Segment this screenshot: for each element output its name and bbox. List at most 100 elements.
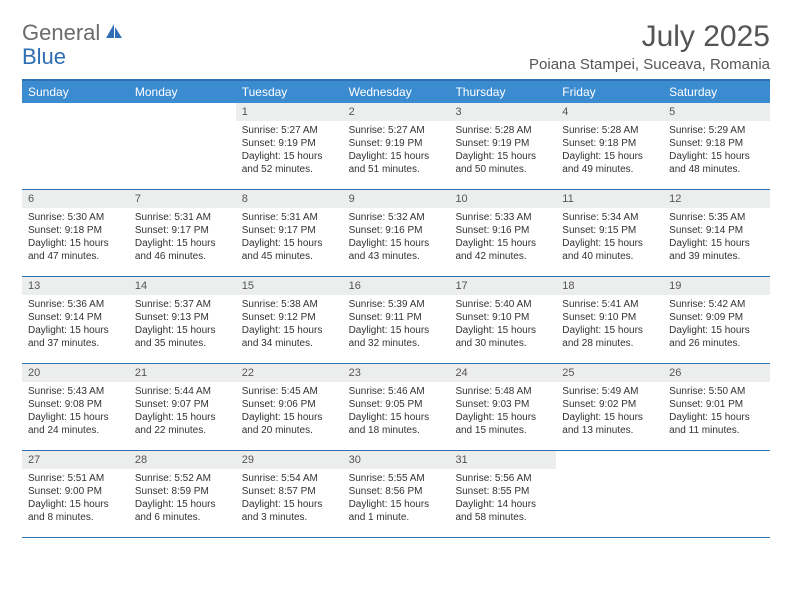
sunrise-text: Sunrise: 5:28 AM [562,124,657,137]
day-cell: 14Sunrise: 5:37 AMSunset: 9:13 PMDayligh… [129,277,236,363]
day-cell: 4Sunrise: 5:28 AMSunset: 9:18 PMDaylight… [556,103,663,189]
daylight-text: Daylight: 15 hours and 32 minutes. [349,324,444,350]
weekday-tuesday: Tuesday [236,81,343,103]
month-title: July 2025 [529,20,770,54]
daylight-text: Daylight: 15 hours and 22 minutes. [135,411,230,437]
sunrise-text: Sunrise: 5:43 AM [28,385,123,398]
daylight-text: Daylight: 15 hours and 42 minutes. [455,237,550,263]
sunrise-text: Sunrise: 5:41 AM [562,298,657,311]
week-row: 27Sunrise: 5:51 AMSunset: 9:00 PMDayligh… [22,451,770,538]
day-cell [129,103,236,189]
sunrise-text: Sunrise: 5:37 AM [135,298,230,311]
day-number: 22 [236,364,343,382]
day-cell: 23Sunrise: 5:46 AMSunset: 9:05 PMDayligh… [343,364,450,450]
day-cell: 12Sunrise: 5:35 AMSunset: 9:14 PMDayligh… [663,190,770,276]
daylight-text: Daylight: 15 hours and 11 minutes. [669,411,764,437]
sunrise-text: Sunrise: 5:56 AM [455,472,550,485]
daylight-text: Daylight: 15 hours and 8 minutes. [28,498,123,524]
day-number [22,103,129,107]
title-block: July 2025 Poiana Stampei, Suceava, Roman… [529,20,770,73]
sunset-text: Sunset: 9:01 PM [669,398,764,411]
daylight-text: Daylight: 15 hours and 20 minutes. [242,411,337,437]
day-cell [663,451,770,537]
day-cell: 19Sunrise: 5:42 AMSunset: 9:09 PMDayligh… [663,277,770,363]
day-number: 26 [663,364,770,382]
sunrise-text: Sunrise: 5:34 AM [562,211,657,224]
daylight-text: Daylight: 15 hours and 28 minutes. [562,324,657,350]
daylight-text: Daylight: 15 hours and 49 minutes. [562,150,657,176]
daylight-text: Daylight: 15 hours and 45 minutes. [242,237,337,263]
day-content: Sunrise: 5:31 AMSunset: 9:17 PMDaylight:… [129,208,236,269]
sunset-text: Sunset: 9:19 PM [349,137,444,150]
day-cell: 22Sunrise: 5:45 AMSunset: 9:06 PMDayligh… [236,364,343,450]
day-cell: 15Sunrise: 5:38 AMSunset: 9:12 PMDayligh… [236,277,343,363]
sunset-text: Sunset: 9:06 PM [242,398,337,411]
day-cell [22,103,129,189]
day-content: Sunrise: 5:46 AMSunset: 9:05 PMDaylight:… [343,382,450,443]
sunset-text: Sunset: 9:10 PM [455,311,550,324]
day-content: Sunrise: 5:55 AMSunset: 8:56 PMDaylight:… [343,469,450,530]
daylight-text: Daylight: 14 hours and 58 minutes. [455,498,550,524]
day-cell: 18Sunrise: 5:41 AMSunset: 9:10 PMDayligh… [556,277,663,363]
weekday-friday: Friday [556,81,663,103]
day-cell: 29Sunrise: 5:54 AMSunset: 8:57 PMDayligh… [236,451,343,537]
daylight-text: Daylight: 15 hours and 26 minutes. [669,324,764,350]
day-number: 18 [556,277,663,295]
day-cell: 24Sunrise: 5:48 AMSunset: 9:03 PMDayligh… [449,364,556,450]
sunset-text: Sunset: 9:00 PM [28,485,123,498]
day-content: Sunrise: 5:36 AMSunset: 9:14 PMDaylight:… [22,295,129,356]
day-number: 19 [663,277,770,295]
week-row: 13Sunrise: 5:36 AMSunset: 9:14 PMDayligh… [22,277,770,364]
sunset-text: Sunset: 9:03 PM [455,398,550,411]
daylight-text: Daylight: 15 hours and 35 minutes. [135,324,230,350]
sunset-text: Sunset: 8:59 PM [135,485,230,498]
day-content: Sunrise: 5:28 AMSunset: 9:18 PMDaylight:… [556,121,663,182]
sunrise-text: Sunrise: 5:27 AM [242,124,337,137]
sunrise-text: Sunrise: 5:45 AM [242,385,337,398]
day-content: Sunrise: 5:29 AMSunset: 9:18 PMDaylight:… [663,121,770,182]
daylight-text: Daylight: 15 hours and 46 minutes. [135,237,230,263]
day-content: Sunrise: 5:39 AMSunset: 9:11 PMDaylight:… [343,295,450,356]
sunrise-text: Sunrise: 5:31 AM [242,211,337,224]
sunrise-text: Sunrise: 5:51 AM [28,472,123,485]
day-content: Sunrise: 5:31 AMSunset: 9:17 PMDaylight:… [236,208,343,269]
sunrise-text: Sunrise: 5:44 AM [135,385,230,398]
day-content: Sunrise: 5:30 AMSunset: 9:18 PMDaylight:… [22,208,129,269]
day-cell: 27Sunrise: 5:51 AMSunset: 9:00 PMDayligh… [22,451,129,537]
sunrise-text: Sunrise: 5:48 AM [455,385,550,398]
day-content: Sunrise: 5:42 AMSunset: 9:09 PMDaylight:… [663,295,770,356]
day-number [129,103,236,107]
sunrise-text: Sunrise: 5:40 AM [455,298,550,311]
sunset-text: Sunset: 9:07 PM [135,398,230,411]
day-cell: 31Sunrise: 5:56 AMSunset: 8:55 PMDayligh… [449,451,556,537]
week-row: 6Sunrise: 5:30 AMSunset: 9:18 PMDaylight… [22,190,770,277]
day-cell: 21Sunrise: 5:44 AMSunset: 9:07 PMDayligh… [129,364,236,450]
sunrise-text: Sunrise: 5:27 AM [349,124,444,137]
day-number [556,451,663,455]
day-number: 8 [236,190,343,208]
weekday-saturday: Saturday [663,81,770,103]
sunset-text: Sunset: 8:57 PM [242,485,337,498]
daylight-text: Daylight: 15 hours and 37 minutes. [28,324,123,350]
day-content: Sunrise: 5:48 AMSunset: 9:03 PMDaylight:… [449,382,556,443]
sunset-text: Sunset: 9:18 PM [669,137,764,150]
sunset-text: Sunset: 9:17 PM [242,224,337,237]
logo-text-1: General [22,20,100,46]
day-number: 17 [449,277,556,295]
day-content: Sunrise: 5:32 AMSunset: 9:16 PMDaylight:… [343,208,450,269]
daylight-text: Daylight: 15 hours and 48 minutes. [669,150,764,176]
daylight-text: Daylight: 15 hours and 13 minutes. [562,411,657,437]
day-content: Sunrise: 5:45 AMSunset: 9:06 PMDaylight:… [236,382,343,443]
daylight-text: Daylight: 15 hours and 43 minutes. [349,237,444,263]
day-number: 15 [236,277,343,295]
weekday-thursday: Thursday [449,81,556,103]
sunset-text: Sunset: 9:18 PM [562,137,657,150]
daylight-text: Daylight: 15 hours and 52 minutes. [242,150,337,176]
day-cell: 9Sunrise: 5:32 AMSunset: 9:16 PMDaylight… [343,190,450,276]
day-content: Sunrise: 5:33 AMSunset: 9:16 PMDaylight:… [449,208,556,269]
day-number: 11 [556,190,663,208]
sunset-text: Sunset: 9:12 PM [242,311,337,324]
sunrise-text: Sunrise: 5:32 AM [349,211,444,224]
day-cell: 26Sunrise: 5:50 AMSunset: 9:01 PMDayligh… [663,364,770,450]
sunrise-text: Sunrise: 5:49 AM [562,385,657,398]
